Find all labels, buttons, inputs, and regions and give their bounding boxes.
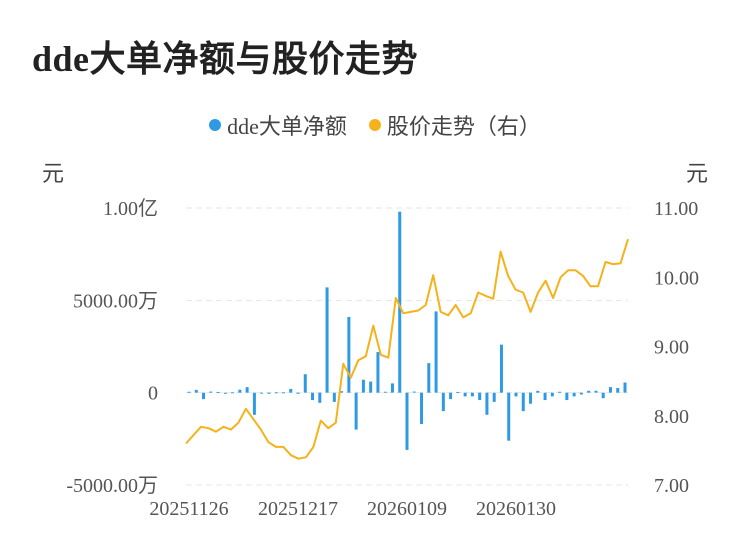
dde-bar xyxy=(187,391,191,393)
dde-bar xyxy=(318,392,322,403)
left-tick-label: -5000.00万 xyxy=(66,475,158,497)
right-tick-label: 10.00 xyxy=(654,267,699,289)
dde-bar xyxy=(281,392,285,394)
dde-bar xyxy=(420,392,424,425)
x-tick-label: 20260130 xyxy=(476,498,556,520)
right-tick-label: 11.00 xyxy=(654,198,698,220)
dde-bar xyxy=(238,389,242,393)
dde-bar xyxy=(405,392,409,450)
dde-bar xyxy=(369,381,373,393)
legend-item-price[interactable]: 股价走势（右） xyxy=(368,109,541,141)
dde-bar xyxy=(470,392,474,397)
legend-dot-price xyxy=(368,119,381,131)
line-series-price xyxy=(185,238,629,460)
dde-bar xyxy=(209,391,213,393)
chart-title: dde大单净额与股价走势 xyxy=(32,39,419,79)
dde-bar xyxy=(579,392,583,395)
dde-bar xyxy=(514,392,518,397)
left-axis-unit: 元 xyxy=(42,161,65,186)
dde-bar xyxy=(550,392,554,397)
dde-bar xyxy=(594,390,598,393)
dde-bar xyxy=(325,287,329,393)
dde-bar xyxy=(216,391,220,393)
dde-bar xyxy=(601,392,605,399)
dde-bar xyxy=(485,392,489,415)
dde-bar xyxy=(572,392,576,397)
right-axis-ticks: 11.00 10.00 9.00 8.00 7.00 xyxy=(654,198,699,497)
dde-bar xyxy=(260,392,264,394)
dde-bar xyxy=(608,387,612,393)
dde-bar xyxy=(478,392,482,401)
dde-bar xyxy=(223,392,227,394)
dde-bar xyxy=(194,389,198,393)
dde-bar xyxy=(543,392,547,401)
dde-bar xyxy=(456,391,460,393)
dde-bar xyxy=(587,390,591,393)
dde-bar xyxy=(202,392,206,400)
dde-bar xyxy=(616,388,620,393)
left-tick-label: 1.00亿 xyxy=(103,197,158,220)
dde-bar xyxy=(296,392,300,394)
dde-bar xyxy=(463,392,467,397)
x-axis-ticks: 20251126 20251217 20260109 20260130 xyxy=(149,498,556,520)
dde-bar xyxy=(267,392,271,394)
dde-bar xyxy=(231,392,235,394)
dde-bar xyxy=(245,387,249,393)
dde-bar xyxy=(507,392,511,441)
dde-bar xyxy=(390,383,394,393)
legend-label-price: 股价走势（右） xyxy=(386,114,541,139)
dde-bar xyxy=(449,392,453,400)
price-line xyxy=(185,238,629,460)
dde-bar xyxy=(558,391,562,393)
dde-bar xyxy=(361,379,365,393)
dde-bar xyxy=(521,392,525,412)
left-tick-label: 5000.00万 xyxy=(73,290,158,312)
dde-bar xyxy=(398,211,402,393)
dde-bar xyxy=(347,316,351,393)
x-tick-label: 20251126 xyxy=(149,498,228,520)
legend-dot-dde xyxy=(209,119,222,131)
x-tick-label: 20251217 xyxy=(258,498,338,520)
dde-bar xyxy=(303,374,307,393)
dde-bar xyxy=(536,390,540,393)
dde-bar xyxy=(354,392,358,430)
right-tick-label: 9.00 xyxy=(654,337,689,359)
dde-bar xyxy=(529,392,533,404)
x-tick-label: 20260109 xyxy=(367,498,447,520)
dde-bar xyxy=(383,391,387,393)
legend-label-dde: dde大单净额 xyxy=(227,114,347,139)
right-tick-label: 7.00 xyxy=(654,475,689,497)
dde-bar xyxy=(311,392,315,401)
right-axis-unit: 元 xyxy=(685,161,708,186)
dde-bar xyxy=(623,382,627,393)
dde-bar xyxy=(565,392,569,401)
right-tick-label: 8.00 xyxy=(654,406,689,428)
dde-bar xyxy=(252,392,256,415)
dde-bar xyxy=(340,391,344,393)
dde-bar xyxy=(332,392,336,402)
dde-bar xyxy=(412,391,416,393)
dde-bar xyxy=(376,352,380,393)
legend: dde大单净额 股价走势（右） xyxy=(0,110,750,140)
left-tick-label: 0 xyxy=(148,383,158,405)
dde-bar xyxy=(499,344,503,393)
legend-item-dde[interactable]: dde大单净额 xyxy=(209,109,347,141)
dde-bar xyxy=(289,388,293,393)
dde-bar xyxy=(492,392,496,402)
dde-bar xyxy=(427,363,431,393)
dde-bar xyxy=(274,392,278,394)
dde-bar xyxy=(441,392,445,412)
dde-bar xyxy=(434,311,438,393)
bar-series-dde xyxy=(187,211,627,450)
left-axis-ticks: 1.00亿 5000.00万 0 -5000.00万 xyxy=(66,197,158,497)
